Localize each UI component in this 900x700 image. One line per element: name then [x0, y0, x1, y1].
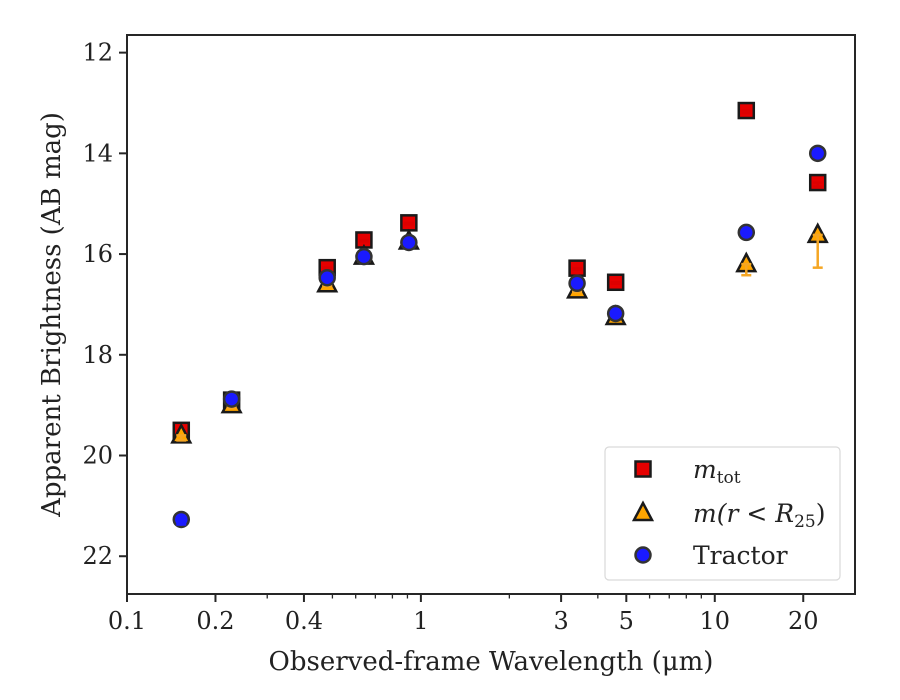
- x-tick-label: 0.1: [108, 607, 146, 635]
- y-tick-label: 20: [82, 442, 113, 470]
- error-bar: [226, 397, 237, 403]
- legend-item: Tractor: [634, 541, 788, 570]
- error-bar: [572, 282, 583, 287]
- x-tick-label: 0.4: [285, 607, 323, 635]
- x-tick-label: 0.2: [196, 607, 234, 635]
- legend-label: mtot: [693, 455, 741, 488]
- error-bar: [403, 221, 414, 226]
- error-bar: [812, 152, 823, 158]
- x-tick-label: 10: [700, 607, 731, 635]
- x-tick-label: 3: [553, 607, 568, 635]
- error-bar: [322, 266, 333, 271]
- legend-marker-square: [634, 460, 652, 478]
- error-bar: [610, 312, 621, 317]
- y-tick-label: 18: [82, 341, 113, 369]
- error-bar: [741, 262, 752, 277]
- y-tick-label: 14: [82, 139, 113, 167]
- legend-label: m(r < R25): [693, 499, 825, 532]
- axes: 0.1 0.2 0.4 1 3 5 10 20 12 14 16 18 20 22 Observed-fra…: [37, 34, 856, 677]
- data-points: [170, 101, 829, 529]
- y-tick-label: 12: [82, 39, 113, 67]
- plot-frame: [126, 34, 856, 595]
- legend: mtot m(r < R25) Tractor: [604, 446, 841, 581]
- error-bar: [176, 434, 187, 442]
- series-circle: [172, 144, 827, 529]
- legend-label: Tractor: [693, 541, 788, 570]
- error-bar: [741, 231, 752, 237]
- x-tick-label: 20: [788, 607, 819, 635]
- error-bar: [358, 238, 369, 243]
- x-tick-label: 5: [619, 607, 634, 635]
- error-bar: [610, 281, 621, 286]
- data-point-triangle: [170, 422, 193, 444]
- error-bar: [741, 109, 752, 115]
- error-bar: [358, 255, 369, 260]
- x-axis-label: Observed-frame Wavelength (μm): [269, 647, 714, 677]
- error-bar: [572, 266, 583, 271]
- legend-marker-circle: [634, 546, 652, 564]
- error-bar: [812, 233, 823, 269]
- error-bar: [403, 241, 414, 246]
- legend-box: [604, 446, 841, 581]
- error-bar: [176, 518, 187, 526]
- error-bar: [812, 181, 823, 188]
- y-tick-label: 16: [82, 240, 113, 268]
- legend-marker-triangle: [631, 500, 655, 522]
- y-tick-label: 22: [82, 542, 113, 570]
- legend-item: m(r < R25): [631, 499, 825, 532]
- legend-item: mtot: [634, 455, 741, 488]
- error-bar: [322, 276, 333, 281]
- y-axis-label: Apparent Brightness (AB mag): [37, 112, 67, 518]
- x-tick-label: 1: [413, 607, 428, 635]
